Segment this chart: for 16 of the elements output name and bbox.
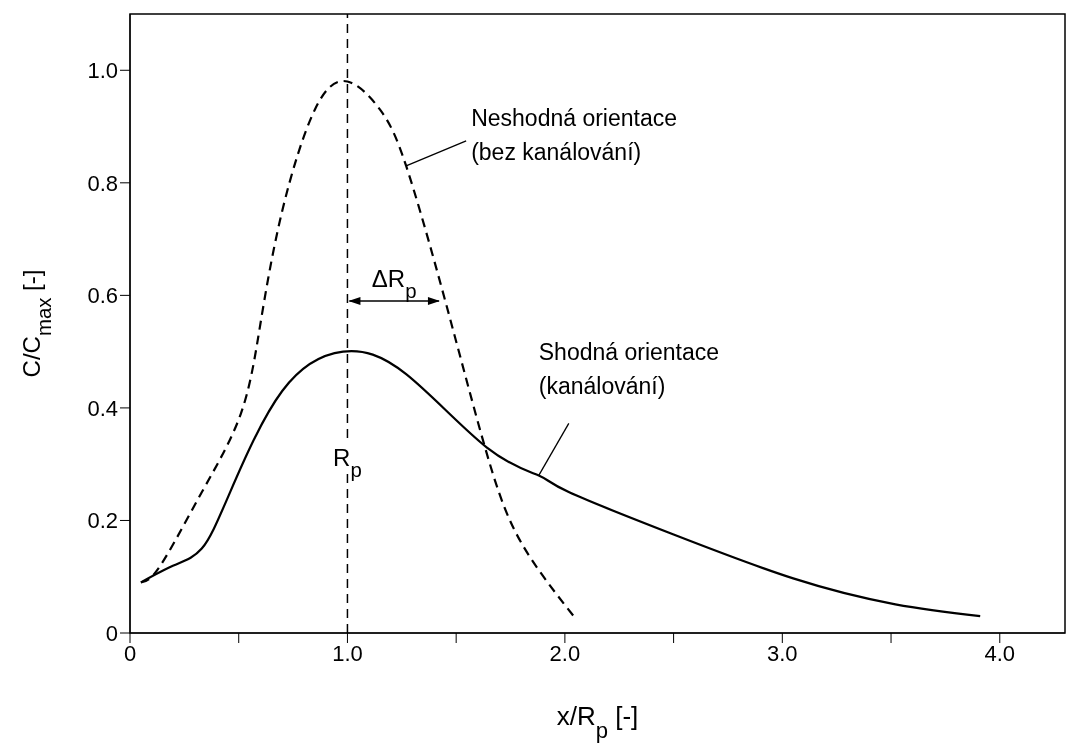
y-tick-label: 0.6 bbox=[87, 283, 118, 309]
annotation: ΔR$_{p}$ bbox=[371, 264, 417, 302]
x-tick-label: 3.0 bbox=[767, 640, 798, 666]
annotation: Shodná orientace (kanálování) bbox=[538, 339, 720, 400]
y-tick-label: 0.8 bbox=[87, 170, 118, 196]
ref-line-label: R$_{p}$ bbox=[333, 443, 362, 481]
y-tick-label: 0 bbox=[105, 620, 118, 646]
x-tick-label: 0 bbox=[123, 640, 137, 666]
y-tick-label: 0.2 bbox=[87, 508, 118, 534]
x-tick-label: 2.0 bbox=[549, 640, 581, 666]
x-axis-title: x/R$_{p}$ [-] bbox=[556, 701, 639, 743]
annotation: Neshodná orientace (bez kanálování) bbox=[471, 104, 678, 165]
x-tick-label: 1.0 bbox=[332, 640, 363, 666]
x-tick-label: 4.0 bbox=[984, 640, 1016, 666]
y-tick-label: 0.4 bbox=[87, 395, 118, 421]
y-tick-label: 1.0 bbox=[87, 58, 118, 84]
